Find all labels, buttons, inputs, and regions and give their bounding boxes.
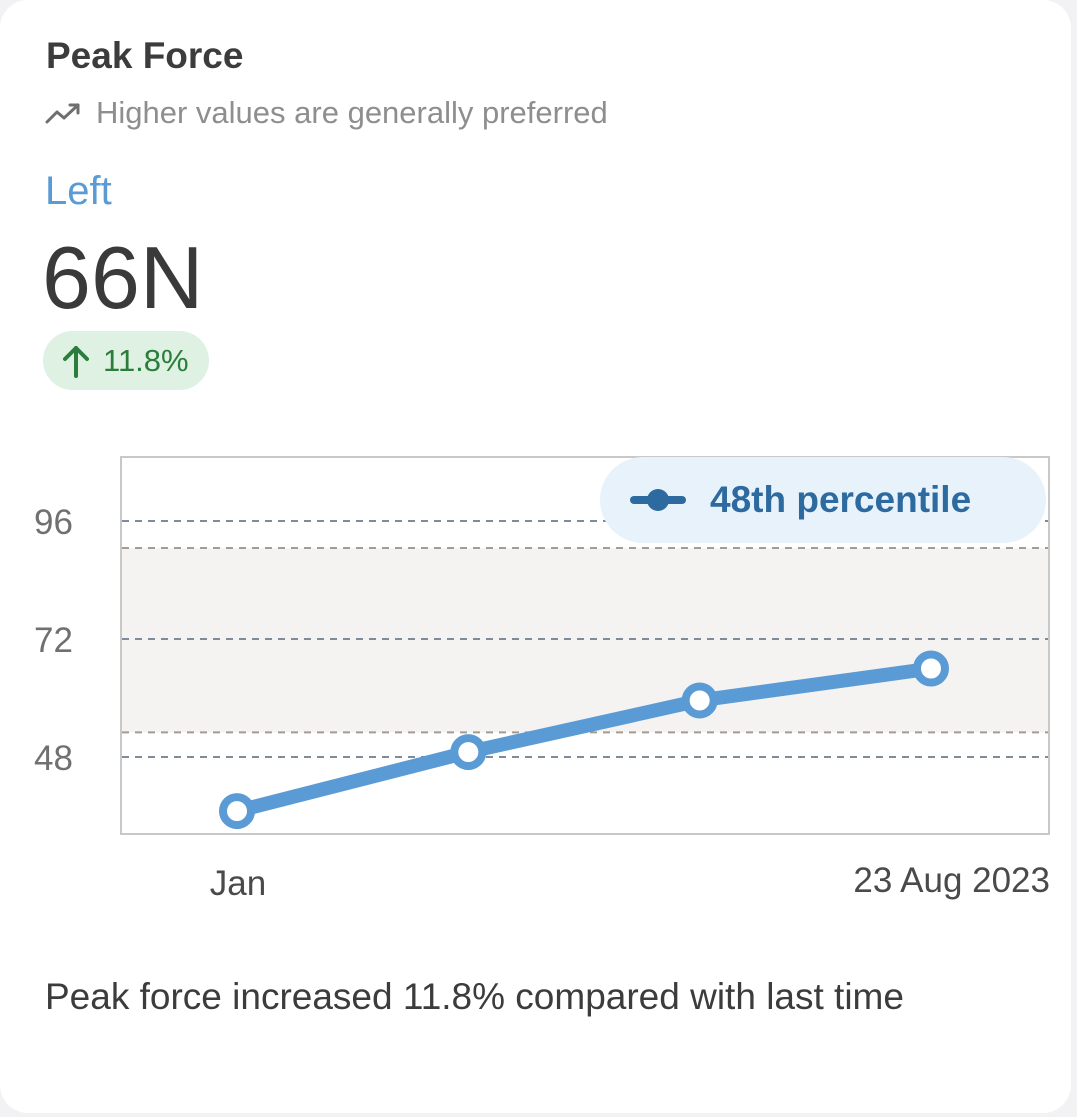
summary-text: Peak force increased 11.8% compared with… [45,976,904,1017]
y-tick-label: 96 [34,503,73,542]
peak-force-chart: 48 72 96 Jan 23 Aug 2023 [34,456,1050,903]
y-tick-label: 48 [34,739,73,778]
series-line [230,661,938,819]
data-point[interactable] [219,793,255,830]
preference-hint: Higher values are generally preferred [44,94,608,132]
x-tick-label-end: 23 Aug 2023 [853,861,1050,900]
data-point[interactable] [450,734,487,771]
data-point[interactable] [681,682,718,719]
change-badge: 11.8% [43,331,209,390]
chart-legend[interactable]: 48th percentile [600,457,1046,543]
x-tick-label-start: Jan [210,864,266,903]
plot-frame [120,456,1050,835]
metric-value: 66N [42,228,204,327]
card-title: Peak Force [46,35,244,76]
legend-label: 48th percentile [710,479,972,520]
trending-up-icon [44,98,84,128]
percentile-band [122,548,1048,733]
data-point[interactable] [913,650,949,687]
side-label: Left [45,169,112,213]
legend-swatch [630,488,686,512]
y-tick-label: 72 [34,621,73,660]
change-text: 11.8% [103,342,189,378]
preference-hint-text: Higher values are generally preferred [96,95,608,130]
arrow-up-icon [61,343,91,379]
